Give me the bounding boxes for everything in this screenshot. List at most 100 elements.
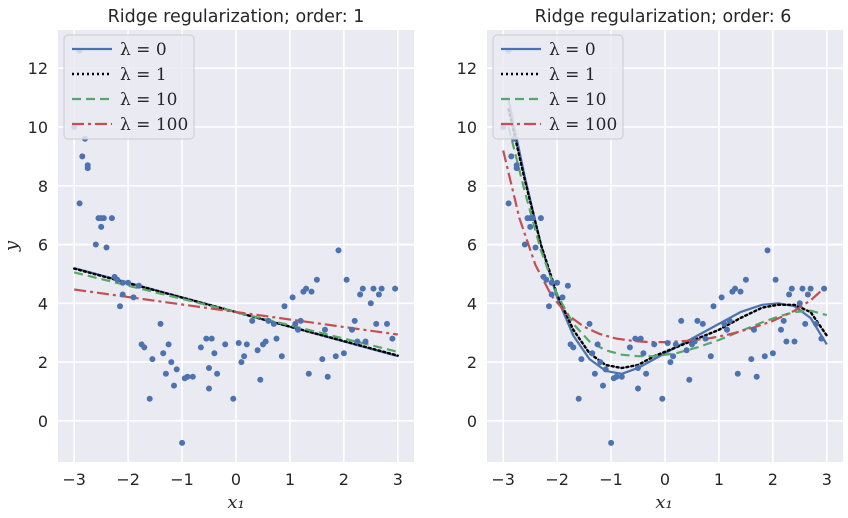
- series-line: [507, 100, 828, 375]
- scatter-point: [214, 370, 221, 377]
- scatter-point: [721, 320, 728, 327]
- y-tick-label: 0: [38, 412, 48, 431]
- scatter-point: [591, 370, 598, 377]
- y-tick-label: 10: [28, 118, 48, 137]
- x-tick-label: 3: [393, 470, 403, 489]
- scatter-point: [146, 395, 153, 402]
- scatter-point: [694, 317, 701, 324]
- scatter-point: [125, 279, 132, 286]
- x-tick-label: −3: [62, 470, 86, 489]
- x-tick-label: 2: [768, 470, 778, 489]
- scatter-point: [273, 335, 280, 342]
- scatter-point: [238, 359, 245, 366]
- left-chart-title: Ridge regularization; order: 1: [108, 7, 365, 27]
- legend-label: λ = 1: [549, 65, 596, 85]
- scatter-point: [235, 340, 242, 346]
- scatter-point: [308, 288, 315, 295]
- scatter-point: [527, 223, 534, 230]
- y-tick-label: 2: [38, 353, 48, 372]
- scatter-point: [168, 359, 175, 366]
- scatter-point: [357, 291, 364, 298]
- scatter-point: [184, 373, 191, 380]
- scatter-point: [643, 370, 650, 377]
- scatter-point: [319, 356, 326, 363]
- scatter-point: [672, 341, 679, 348]
- y-tick-label: 12: [28, 59, 48, 78]
- scatter-point: [513, 165, 520, 172]
- scatter-point: [313, 276, 320, 283]
- scatter-point: [659, 395, 666, 402]
- scatter-point: [114, 276, 121, 283]
- left-x-axis-label: x₁: [227, 492, 244, 513]
- scatter-point: [340, 350, 347, 357]
- scatter-point: [818, 335, 825, 342]
- scatter-point: [600, 382, 606, 389]
- scatter-point: [392, 285, 399, 292]
- scatter-point: [241, 353, 248, 360]
- left-x-tick-labels: −3 −2 −1 0 1 2 3: [62, 470, 403, 489]
- scatter-point: [578, 356, 585, 363]
- y-tick-label: 4: [467, 294, 477, 313]
- scatter-point: [710, 303, 717, 310]
- scatter-point: [761, 353, 768, 360]
- legend-label: λ = 100: [120, 115, 188, 135]
- scatter-point: [618, 373, 625, 380]
- left-y-axis-label: y: [1, 240, 22, 252]
- scatter-point: [367, 300, 374, 307]
- y-tick-label: 8: [467, 177, 477, 196]
- left-legend: λ = 0 λ = 1 λ = 10 λ = 100: [63, 34, 195, 140]
- scatter-point: [378, 285, 385, 292]
- y-tick-label: 6: [38, 236, 48, 255]
- left-y-tick-labels: 0 2 4 6 8 10 12: [28, 59, 48, 431]
- legend-label: λ = 0: [549, 40, 596, 60]
- scatter-point: [305, 370, 312, 377]
- scatter-point: [130, 294, 137, 301]
- right-legend: λ = 0 λ = 1 λ = 10 λ = 100: [492, 34, 624, 140]
- scatter-point: [783, 338, 790, 345]
- scatter-point: [370, 285, 377, 292]
- scatter-point: [548, 291, 555, 298]
- scatter-point: [157, 320, 164, 327]
- x-tick-label: −2: [116, 470, 140, 489]
- scatter-point: [575, 395, 582, 402]
- scatter-point: [373, 320, 380, 327]
- scatter-point: [521, 241, 528, 248]
- scatter-point: [640, 350, 647, 357]
- x-tick-label: 1: [714, 470, 724, 489]
- scatter-point: [211, 350, 218, 357]
- scatter-point: [505, 200, 512, 207]
- scatter-point: [141, 344, 148, 351]
- scatter-point: [359, 285, 366, 292]
- scatter-point: [751, 326, 757, 333]
- scatter-point: [748, 356, 755, 363]
- scatter-point: [651, 341, 658, 348]
- y-tick-label: 10: [457, 118, 477, 137]
- scatter-point: [243, 341, 250, 348]
- scatter-point: [737, 288, 744, 295]
- scatter-point: [626, 344, 633, 351]
- scatter-point: [297, 317, 304, 324]
- y-tick-label: 12: [457, 59, 477, 78]
- scatter-point: [203, 335, 210, 342]
- legend-label: λ = 10: [120, 90, 177, 110]
- scatter-point: [802, 320, 809, 327]
- scatter-point: [149, 356, 156, 363]
- scatter-point: [718, 294, 725, 301]
- scatter-point: [119, 291, 126, 298]
- right-x-tick-labels: −3 −2 −1 0 1 2 3: [491, 470, 832, 489]
- scatter-point: [332, 353, 339, 360]
- scatter-point: [546, 303, 552, 310]
- scatter-point: [734, 370, 741, 377]
- legend-box: [492, 34, 624, 140]
- scatter-point: [778, 326, 784, 333]
- legend-label: λ = 1: [120, 65, 167, 85]
- series-line: [74, 288, 398, 336]
- scatter-point: [586, 320, 593, 327]
- scatter-point: [265, 317, 272, 324]
- x-tick-label: −2: [545, 470, 569, 489]
- scatter-point: [100, 215, 107, 222]
- scatter-point: [343, 276, 350, 283]
- scatter-point: [786, 291, 793, 298]
